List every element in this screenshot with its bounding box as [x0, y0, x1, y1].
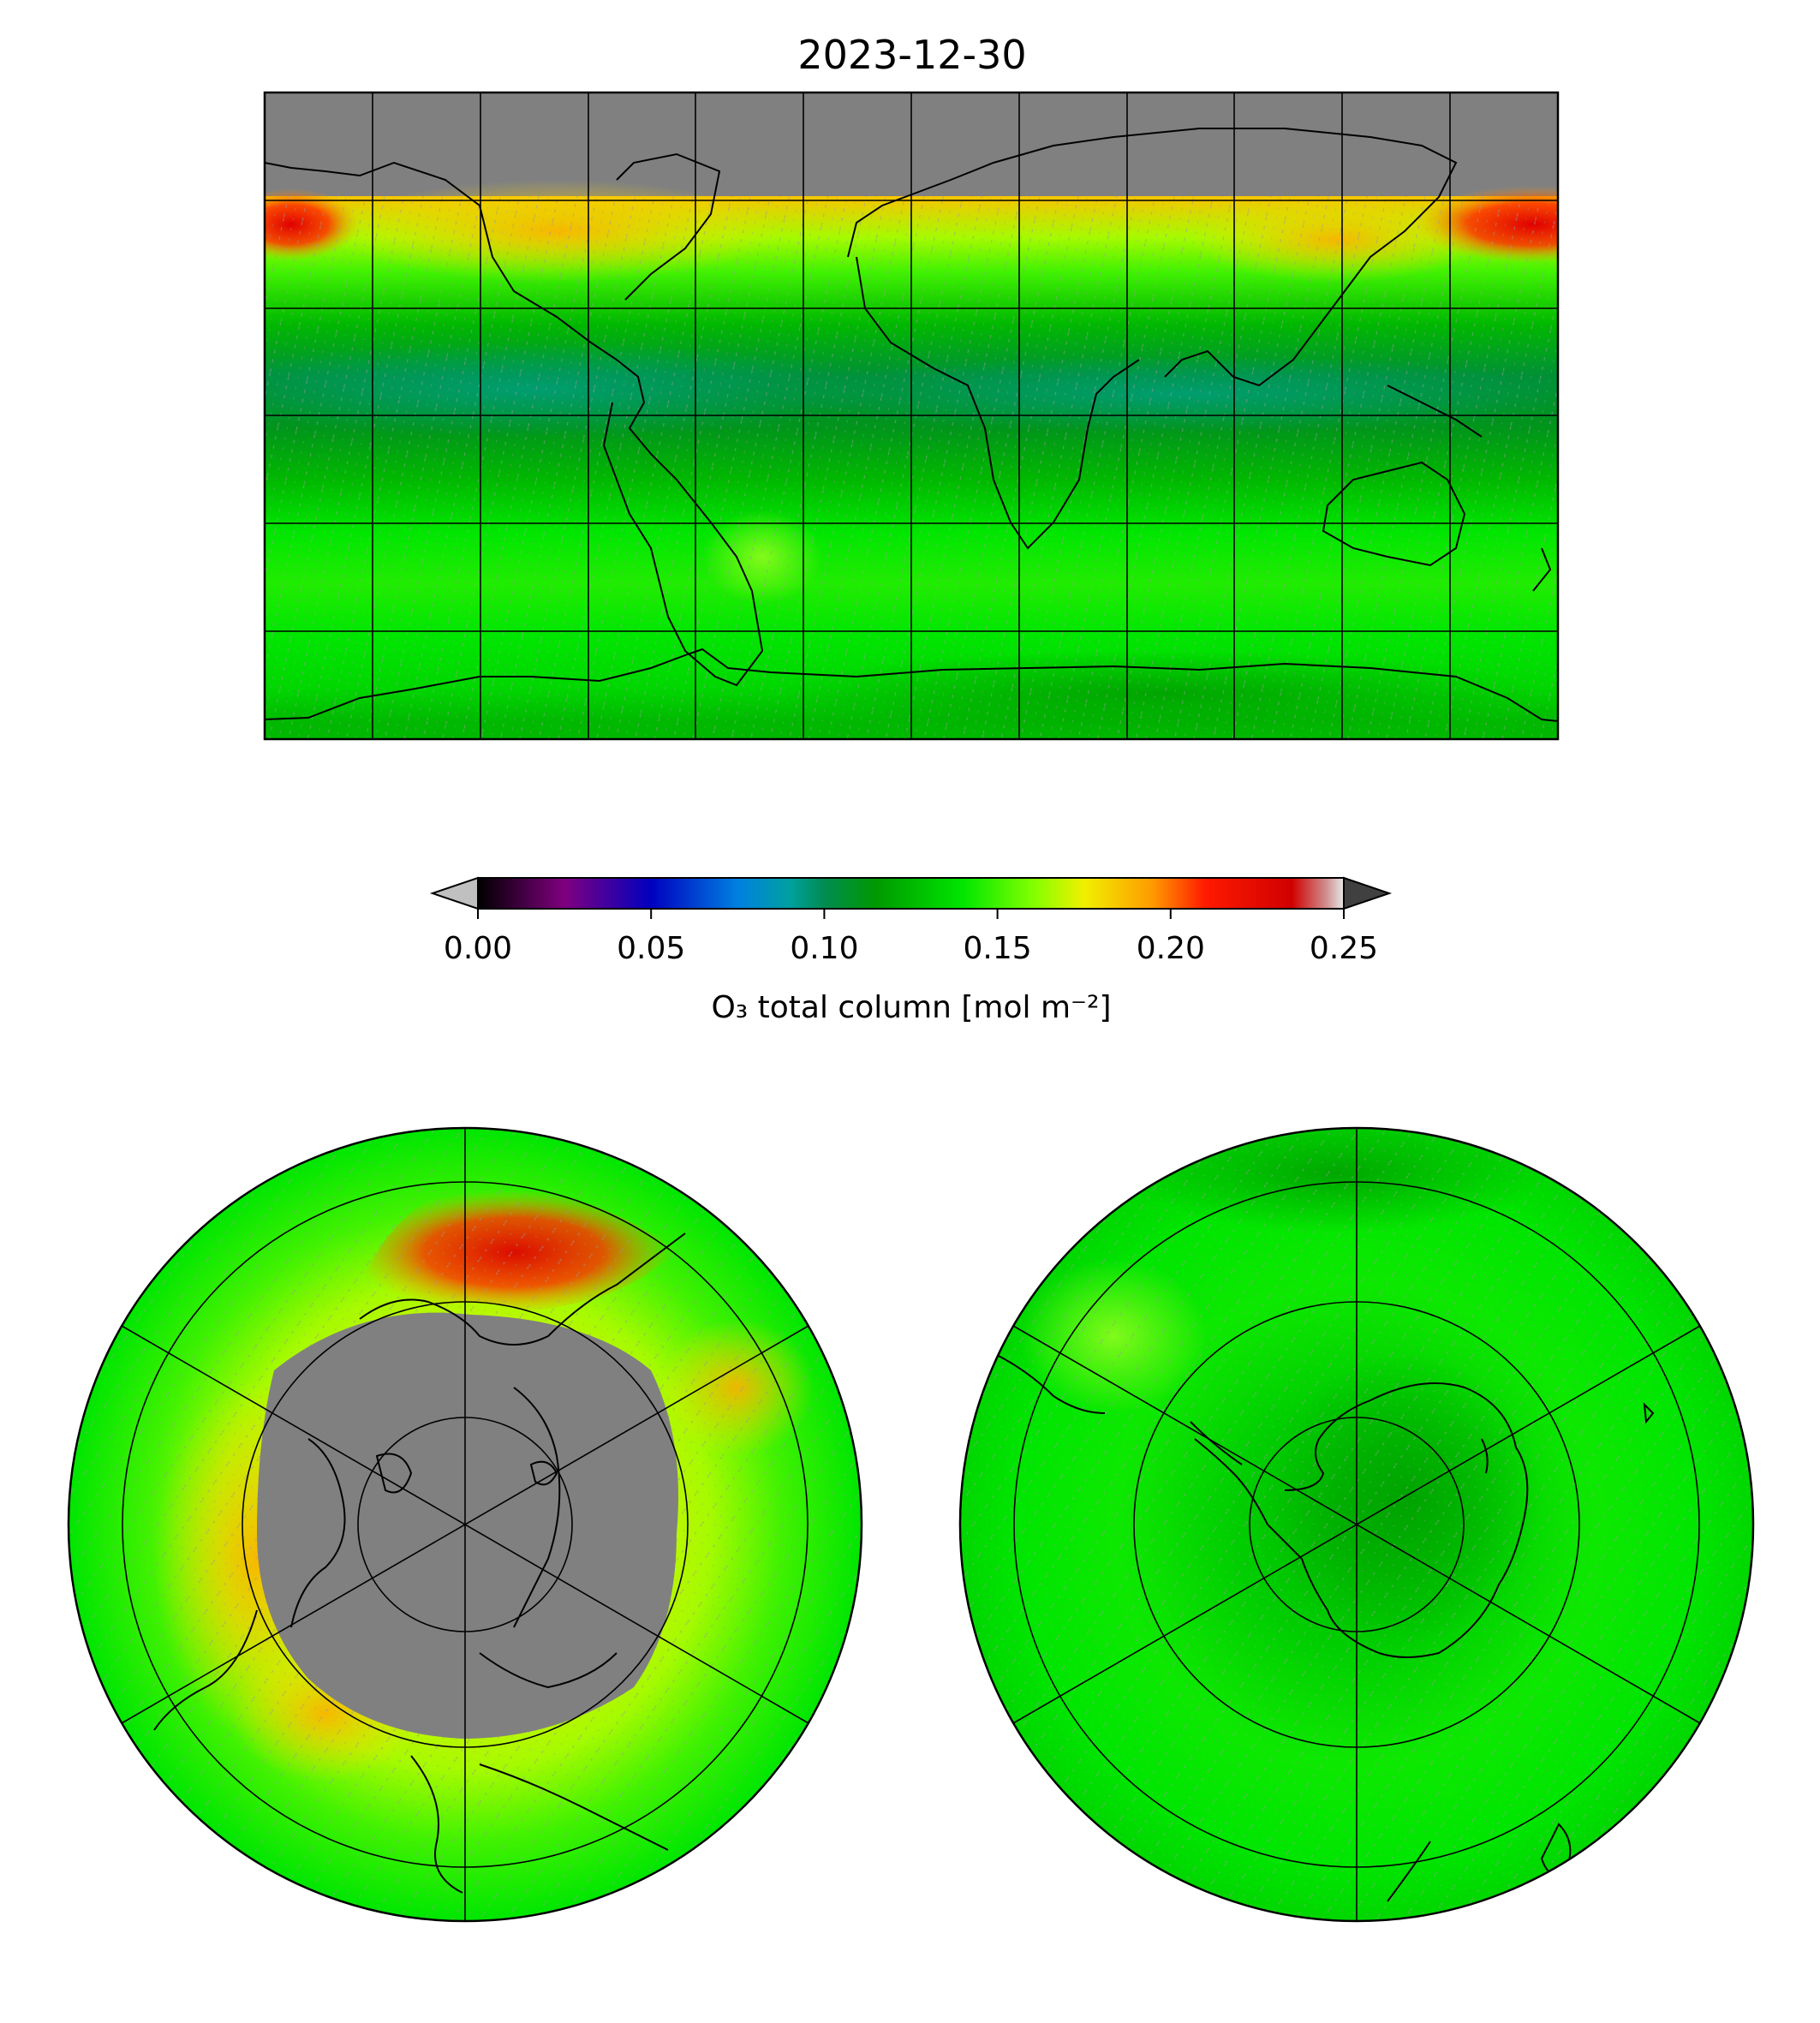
- figure-title: 2023-12-30: [797, 32, 1026, 78]
- np-frame: [67, 1126, 863, 1923]
- colorbar-label: O₃ total column [mol m⁻²]: [711, 990, 1111, 1025]
- colorbar-frame: [477, 877, 1345, 910]
- global-frame: [263, 91, 1560, 741]
- colorbar: 0.00 0.05 0.10 0.15 0.20 0.25 O₃ total column…: [429, 876, 1393, 1025]
- south-polar-map: [958, 1126, 1755, 1923]
- sp-frame: [958, 1126, 1755, 1923]
- sp-graticule: [1012, 1128, 1701, 1921]
- global-coastlines: [265, 128, 1558, 722]
- global-graticule: [265, 92, 1558, 739]
- colorbar-tick-label: 0.05: [617, 931, 685, 966]
- colorbar-ticks: 0.00 0.05 0.10 0.15 0.20 0.25: [444, 909, 1378, 966]
- np-graticule: [121, 1128, 809, 1921]
- colorbar-tick-label: 0.00: [444, 931, 512, 966]
- colorbar-under-extension: [429, 876, 479, 910]
- global-map: [263, 91, 1560, 741]
- north-polar-map: [67, 1126, 863, 1923]
- sp-coastlines: [993, 1352, 1655, 1902]
- colorbar-tick-label: 0.25: [1310, 931, 1378, 966]
- colorbar-tick-label: 0.15: [964, 931, 1032, 966]
- colorbar-tick-label: 0.20: [1137, 931, 1205, 966]
- colorbar-over-extension: [1343, 876, 1393, 910]
- colorbar-tick-label: 0.10: [790, 931, 858, 966]
- np-coastlines: [153, 1232, 686, 1894]
- colorbar-gradient: [478, 878, 1344, 909]
